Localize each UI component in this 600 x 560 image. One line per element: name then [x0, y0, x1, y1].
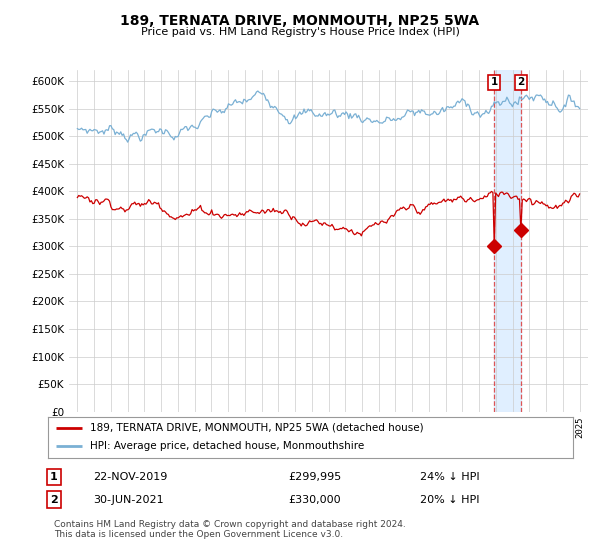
Text: 24% ↓ HPI: 24% ↓ HPI	[420, 472, 479, 482]
Text: 1: 1	[491, 77, 498, 87]
Text: 189, TERNATA DRIVE, MONMOUTH, NP25 5WA (detached house): 189, TERNATA DRIVE, MONMOUTH, NP25 5WA (…	[90, 423, 424, 433]
Text: Price paid vs. HM Land Registry's House Price Index (HPI): Price paid vs. HM Land Registry's House …	[140, 27, 460, 38]
Text: Contains HM Land Registry data © Crown copyright and database right 2024.
This d: Contains HM Land Registry data © Crown c…	[54, 520, 406, 539]
Text: 189, TERNATA DRIVE, MONMOUTH, NP25 5WA: 189, TERNATA DRIVE, MONMOUTH, NP25 5WA	[121, 14, 479, 28]
Text: 1: 1	[50, 472, 58, 482]
Text: 30-JUN-2021: 30-JUN-2021	[93, 494, 164, 505]
Bar	[494, 70, 521, 412]
Text: £299,995: £299,995	[288, 472, 341, 482]
Text: HPI: Average price, detached house, Monmouthshire: HPI: Average price, detached house, Monm…	[90, 441, 364, 451]
Text: 2: 2	[517, 77, 524, 87]
Text: £330,000: £330,000	[288, 494, 341, 505]
Text: 20% ↓ HPI: 20% ↓ HPI	[420, 494, 479, 505]
Text: 2: 2	[50, 494, 58, 505]
Text: 22-NOV-2019: 22-NOV-2019	[93, 472, 167, 482]
